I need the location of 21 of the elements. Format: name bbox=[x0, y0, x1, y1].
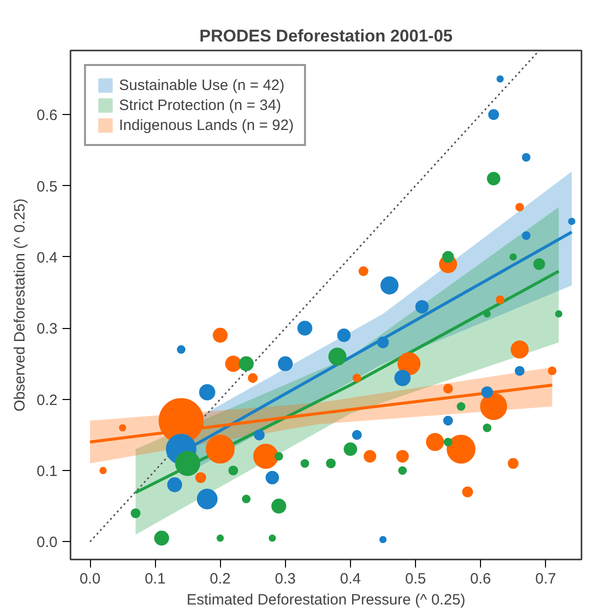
x-tick-label: 0.7 bbox=[535, 570, 556, 588]
y-tick-label: 0.0 bbox=[36, 534, 58, 552]
legend-label: Sustainable Use (n = 42) bbox=[119, 76, 285, 94]
x-tick-label: 0.3 bbox=[274, 570, 296, 588]
y-tick-label: 0.6 bbox=[36, 107, 58, 124]
y-tick-label: 0.1 bbox=[36, 463, 58, 480]
y-axis-title: Observed Deforestation (^ 0.25) bbox=[12, 198, 29, 412]
x-tick-label: 0.1 bbox=[144, 570, 166, 588]
x-tick-label: 0.5 bbox=[405, 570, 426, 588]
y-tick-label: 0.4 bbox=[36, 249, 58, 266]
y-tick-label: 0.5 bbox=[36, 178, 58, 196]
legend-label: Indigenous Lands (n = 92) bbox=[119, 116, 294, 134]
x-tick-label: 0.0 bbox=[80, 570, 100, 588]
x-tick-label: 0.4 bbox=[340, 570, 361, 588]
y-tick-label: 0.2 bbox=[36, 392, 58, 409]
chart-title: PRODES Deforestation 2001-05 bbox=[199, 26, 453, 46]
y-tick-label: 0.3 bbox=[36, 320, 58, 338]
legend-label: Strict Protection (n = 34) bbox=[119, 96, 282, 114]
x-tick-label: 0.6 bbox=[470, 570, 492, 588]
x-tick-label: 0.2 bbox=[210, 570, 231, 588]
x-axis-title: Estimated Deforestation Pressure (^ 0.25) bbox=[186, 592, 466, 608]
